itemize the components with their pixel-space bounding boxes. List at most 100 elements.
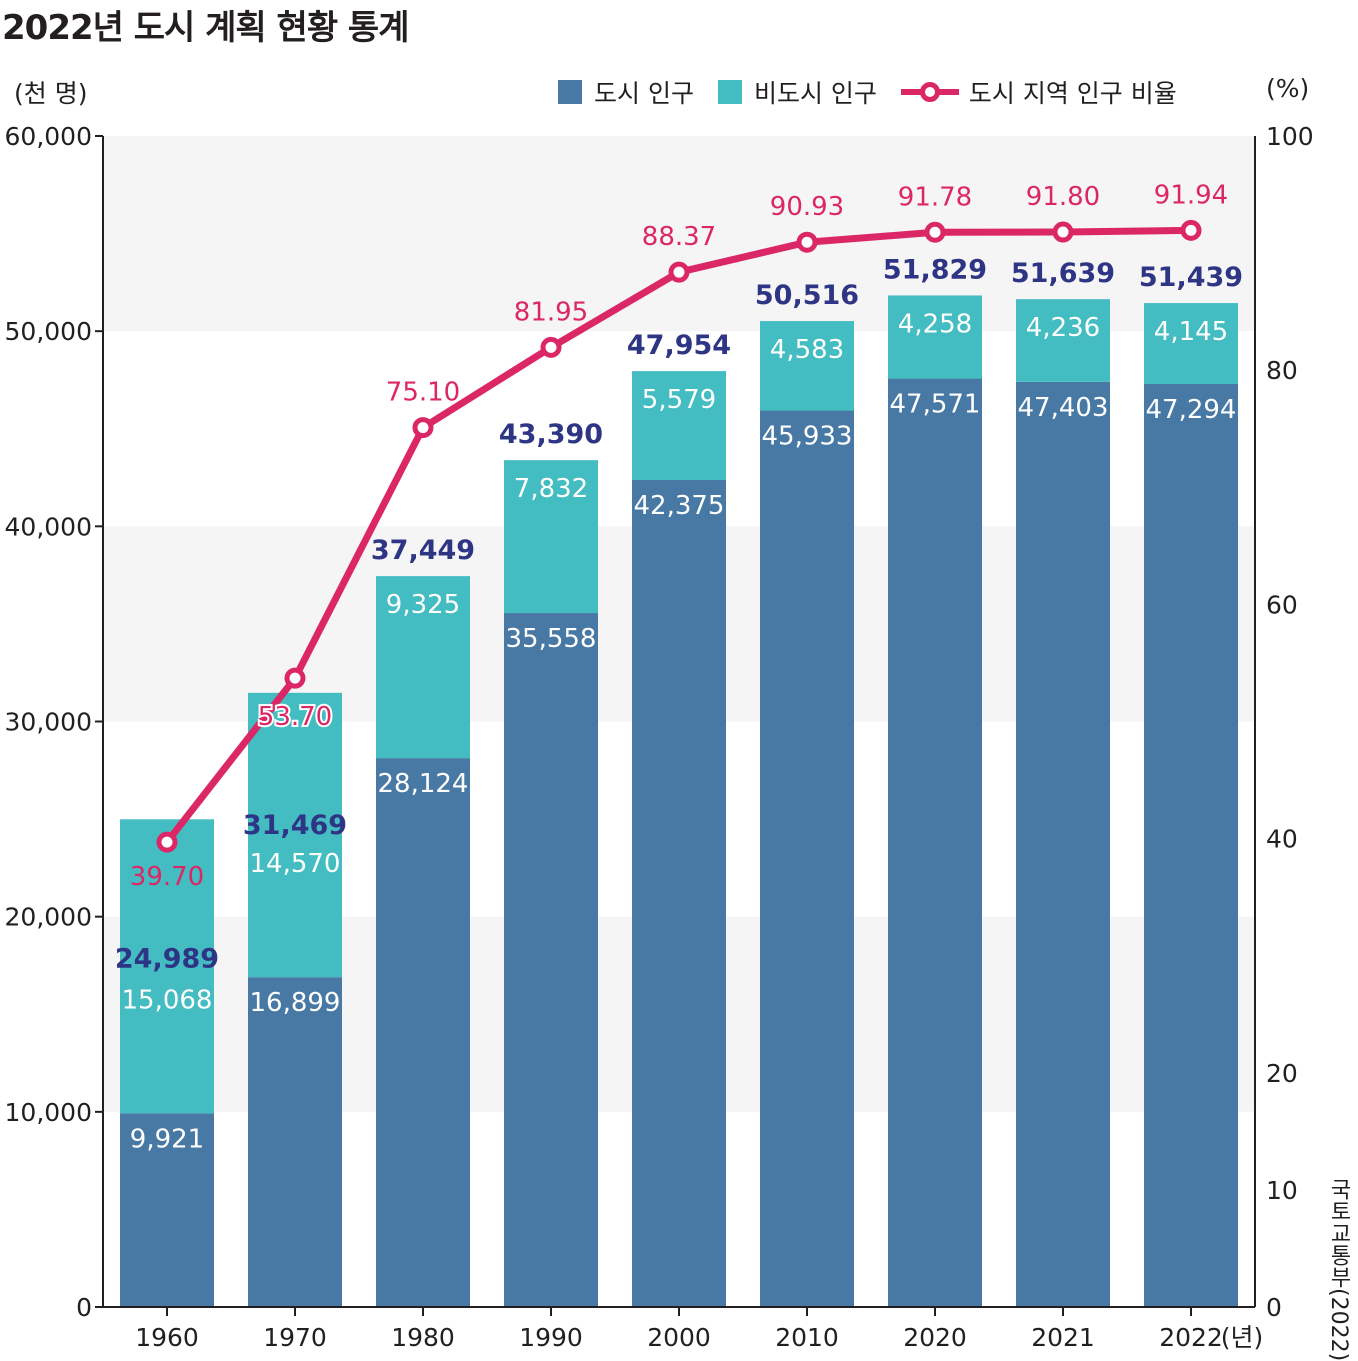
urban-value-label: 28,124 — [378, 769, 469, 799]
nonurban-value-label: 4,145 — [1154, 317, 1228, 347]
bar-nonurban — [888, 295, 982, 379]
urban-value-label: 47,403 — [1018, 393, 1109, 423]
ratio-marker — [796, 231, 818, 253]
nonurban-value-label: 14,570 — [250, 849, 341, 879]
legend-line-marker-icon — [900, 80, 959, 104]
bar-nonurban — [632, 371, 726, 480]
nonurban-value-label: 9,325 — [386, 590, 460, 620]
ratio-marker — [1052, 221, 1074, 243]
legend-label-ratio: 도시 지역 인구 비율 — [968, 79, 1177, 108]
ratio-marker — [1180, 219, 1202, 241]
bar-layer — [120, 295, 1238, 1308]
bar-urban — [1016, 381, 1110, 1307]
ratio-value-label: 39.70 — [130, 862, 204, 892]
source-note: 국토교통부(2022) — [1326, 1178, 1351, 1361]
x-tick-label: 2000 — [647, 1323, 711, 1351]
nonurban-value-label: 4,258 — [898, 309, 972, 339]
bar-nonurban — [248, 692, 342, 978]
ratio-marker — [284, 667, 306, 689]
ratio-marker — [668, 261, 690, 283]
total-value-label: 51,439 — [1139, 262, 1243, 293]
x-tick-label: 1970 — [263, 1323, 327, 1351]
ratio-marker — [924, 221, 946, 243]
x-tick-label: 2022 — [1159, 1323, 1223, 1351]
left-axis-unit: (천 명) — [14, 79, 88, 108]
x-tick-label: 1980 — [391, 1323, 455, 1351]
nonurban-value-label: 7,832 — [514, 474, 588, 504]
x-tick-label: 2021 — [1031, 1323, 1095, 1351]
legend-label-urban: 도시 인구 — [594, 79, 694, 108]
bar-urban — [504, 613, 598, 1307]
ratio-marker — [540, 336, 562, 358]
urban-value-label: 47,294 — [1146, 395, 1237, 425]
right-tick-label: 80 — [1266, 356, 1298, 385]
bar-urban — [120, 1113, 214, 1307]
bar-urban — [376, 758, 470, 1307]
x-axis-unit: (년) — [1221, 1323, 1264, 1351]
ratio-marker — [412, 417, 434, 439]
ratio-line-layer — [156, 219, 1202, 853]
right-tick-label: 40 — [1266, 825, 1298, 854]
bar-urban — [248, 977, 342, 1307]
x-tick-label: 2020 — [903, 1323, 967, 1351]
total-value-label: 51,829 — [883, 254, 987, 285]
bar-nonurban — [760, 321, 854, 411]
urban-value-label: 16,899 — [250, 988, 341, 1018]
right-tick-label: 20 — [1266, 1059, 1298, 1088]
legend: 도시 인구 비도시 인구 도시 지역 인구 비율 — [558, 74, 1177, 110]
total-value-label: 37,449 — [371, 535, 475, 566]
right-axis-unit: (%) — [1266, 74, 1310, 103]
ratio-value-label: 75.10 — [386, 378, 460, 408]
total-value-label: 51,639 — [1011, 258, 1115, 289]
right-tick-label: 10 — [1266, 1176, 1298, 1205]
ratio-value-label: 91.94 — [1154, 180, 1228, 210]
ratio-value-label: 91.80 — [1026, 182, 1100, 212]
left-tick-label: 0 — [76, 1293, 92, 1322]
urban-value-label: 9,921 — [130, 1124, 204, 1154]
nonurban-value-label: 4,583 — [770, 335, 844, 365]
bar-urban — [888, 378, 982, 1308]
x-tick-label: 1960 — [135, 1323, 199, 1351]
bar-urban — [632, 479, 726, 1307]
label-layer: 9,921 15,068 24,989 39.70 16,899 14,570 31,469… — [115, 180, 1243, 1154]
axes-layer: 0 10,000 20,000 30,000 40,000 50,000 60,000 0 10… — [5, 122, 1314, 1351]
bar-nonurban — [120, 819, 214, 1114]
total-value-label: 24,989 — [115, 943, 219, 974]
ratio-value-label: 90.93 — [770, 192, 844, 222]
chart-title: 2022년 도시 계획 현황 통계 — [2, 8, 409, 48]
legend-label-nonurban: 비도시 인구 — [753, 79, 877, 108]
left-tick-label: 10,000 — [5, 1098, 92, 1127]
total-value-label: 50,516 — [755, 280, 859, 311]
bar-urban — [1144, 383, 1238, 1307]
bar-nonurban — [504, 460, 598, 614]
legend-item-ratio: 도시 지역 인구 비율 — [900, 74, 1177, 110]
left-tick-label: 60,000 — [5, 122, 92, 151]
bar-nonurban — [1144, 303, 1238, 384]
right-tick-label: 0 — [1266, 1293, 1282, 1322]
right-tick-label: 60 — [1266, 590, 1298, 619]
urban-value-label: 45,933 — [762, 422, 853, 452]
bar-nonurban — [1016, 299, 1110, 382]
legend-item-urban: 도시 인구 — [558, 74, 694, 110]
ratio-value-label: 53.70 — [258, 702, 332, 732]
left-tick-label: 40,000 — [5, 512, 92, 541]
urban-value-label: 47,571 — [890, 390, 981, 420]
left-tick-label: 30,000 — [5, 708, 92, 737]
total-value-label: 31,469 — [243, 810, 347, 841]
nonurban-value-label: 4,236 — [1026, 313, 1100, 343]
bar-nonurban — [376, 576, 470, 759]
legend-swatch-urban — [558, 80, 582, 104]
urban-value-label: 35,558 — [506, 624, 597, 654]
left-tick-label: 20,000 — [5, 903, 92, 932]
legend-item-nonurban: 비도시 인구 — [717, 74, 877, 110]
urban-value-label: 42,375 — [634, 491, 725, 521]
ratio-value-label: 81.95 — [514, 297, 588, 327]
total-value-label: 47,954 — [627, 330, 731, 361]
left-tick-label: 50,000 — [5, 317, 92, 346]
legend-swatch-nonurban — [717, 80, 742, 104]
nonurban-value-label: 5,579 — [642, 385, 716, 415]
ratio-marker — [156, 831, 178, 853]
right-tick-label: 100 — [1266, 122, 1314, 151]
x-tick-label: 1990 — [519, 1323, 583, 1351]
